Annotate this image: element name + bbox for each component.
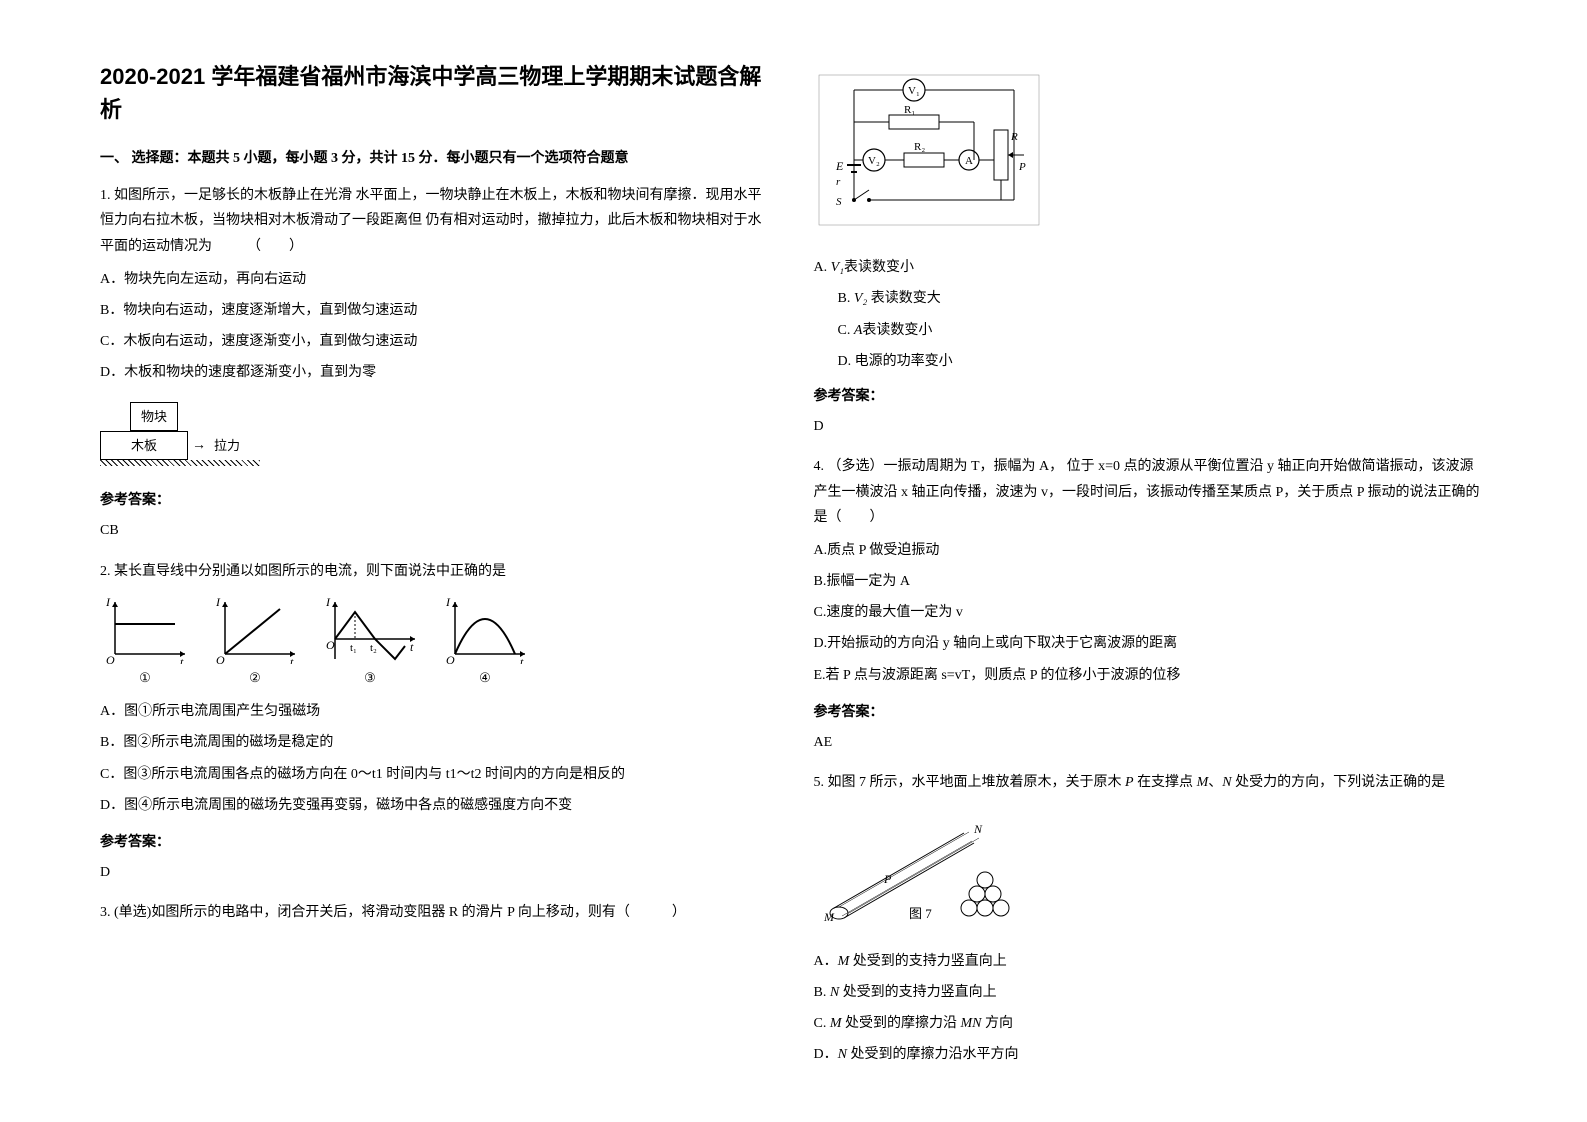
- question-2: 2. 某长直导线中分别通以如图所示的电流，则下面说法中正确的是 I t O ①: [100, 559, 774, 818]
- q2-option-c: C．图③所示电流周围各点的磁场方向在 0～t1 时间内与 t1～t2 时间内的方…: [100, 762, 774, 787]
- q2-chart-2-svg: I t O: [210, 594, 300, 664]
- q1-ground-hatch: [100, 460, 260, 466]
- question-5: 5. 如图 7 所示，水平地面上堆放着原木，关于原木 P 在支撑点 M、N 处受…: [814, 770, 1488, 1067]
- svg-text:M: M: [823, 910, 835, 923]
- q2-chart-4: I t O ④: [440, 594, 530, 689]
- q3-option-a: A. V₁表读数变小: [814, 255, 1488, 280]
- question-1: 1. 如图所示，一足够长的木板静止在光滑 水平面上，一物块静止在木板上，木板和物…: [100, 183, 774, 476]
- q2-chart-3-num: ③: [320, 666, 420, 689]
- svg-text:O: O: [106, 653, 115, 664]
- q1-answer: CB: [100, 518, 774, 543]
- svg-text:I: I: [325, 595, 331, 609]
- question-4: 4. （多选）一振动周期为 T，振幅为 A， 位于 x=0 点的波源从平衡位置沿…: [814, 454, 1488, 688]
- q3-answer-label: 参考答案：: [814, 384, 1488, 409]
- right-column: V₁ R₁ V₂ R₂ A R P E: [794, 60, 1508, 1062]
- q4-answer: AE: [814, 730, 1488, 755]
- q2-chart-2-num: ②: [210, 666, 300, 689]
- q1-option-c: C．木板向右运动，速度逐渐变小，直到做匀速运动: [100, 329, 774, 354]
- svg-text:图 7: 图 7: [909, 906, 932, 921]
- svg-text:t₁: t₁: [350, 642, 357, 654]
- section-1-header: 一、 选择题：本题共 5 小题，每小题 3 分，共计 15 分．每小题只有一个选…: [100, 146, 774, 171]
- q2-option-a: A．图①所示电流周围产生匀强磁场: [100, 699, 774, 724]
- svg-text:t: t: [180, 655, 184, 664]
- svg-text:t: t: [410, 640, 414, 654]
- q4-text: 4. （多选）一振动周期为 T，振幅为 A， 位于 x=0 点的波源从平衡位置沿…: [814, 454, 1488, 530]
- q1-option-b: B．物块向右运动，速度逐渐增大，直到做匀速运动: [100, 298, 774, 323]
- q2-chart-2: I t O ②: [210, 594, 300, 689]
- q1-answer-label: 参考答案：: [100, 488, 774, 513]
- q2-chart-1-num: ①: [100, 666, 190, 689]
- q1-option-a: A．物块先向左运动，再向右运动: [100, 267, 774, 292]
- q2-chart-3-svg: I t t₁ t₂ O: [320, 594, 420, 664]
- svg-text:t: t: [290, 655, 294, 664]
- q3-option-d: D. 电源的功率变小: [838, 349, 1488, 374]
- q1-figure: 物块 木板 → 拉力: [100, 402, 260, 467]
- q2-chart-3: I t t₁ t₂ O ③: [320, 594, 420, 689]
- q1-block-top: 物块: [130, 402, 178, 431]
- q5-option-b: B. N 处受到的支持力竖直向上: [814, 980, 1488, 1005]
- q2-chart-1-svg: I t O: [100, 594, 190, 664]
- svg-text:O: O: [216, 653, 225, 664]
- q5-option-d: D．N 处受到的摩擦力沿水平方向: [814, 1042, 1488, 1067]
- q1-text: 1. 如图所示，一足够长的木板静止在光滑 水平面上，一物块静止在木板上，木板和物…: [100, 183, 774, 259]
- svg-text:E: E: [835, 159, 844, 173]
- q5-text: 5. 如图 7 所示，水平地面上堆放着原木，关于原木 P 在支撑点 M、N 处受…: [814, 770, 1488, 795]
- q3-answer: D: [814, 414, 1488, 439]
- svg-text:I: I: [215, 595, 221, 609]
- q5-option-a: A．M 处受到的支持力竖直向上: [814, 949, 1488, 974]
- svg-text:t₂: t₂: [370, 642, 377, 654]
- q2-chart-4-svg: I t O: [440, 594, 530, 664]
- q4-option-e: E.若 P 点与波源距离 s=vT，则质点 P 的位移小于波源的位移: [814, 663, 1488, 688]
- question-3-text: 3. (单选)如图所示的电路中，闭合开关后，将滑动变阻器 R 的滑片 P 向上移…: [100, 900, 774, 925]
- svg-text:V₂: V₂: [868, 155, 880, 167]
- q2-text: 2. 某长直导线中分别通以如图所示的电流，则下面说法中正确的是: [100, 559, 774, 584]
- svg-text:I: I: [105, 595, 111, 609]
- q2-answer: D: [100, 860, 774, 885]
- q3-text: 3. (单选)如图所示的电路中，闭合开关后，将滑动变阻器 R 的滑片 P 向上移…: [100, 900, 774, 925]
- q3-option-c: C. A表读数变小: [838, 318, 1488, 343]
- q4-option-b: B.振幅一定为 A: [814, 569, 1488, 594]
- q1-option-d: D．木板和物块的速度都逐渐变小，直到为零: [100, 360, 774, 385]
- svg-text:P: P: [883, 872, 892, 886]
- q3-option-b: B. V₂ 表读数变大: [838, 286, 1488, 311]
- q4-answer-label: 参考答案：: [814, 700, 1488, 725]
- svg-text:I: I: [445, 595, 451, 609]
- svg-text:P: P: [1018, 161, 1026, 173]
- svg-text:A: A: [965, 155, 973, 167]
- svg-text:t: t: [520, 655, 524, 664]
- svg-text:V₁: V₁: [908, 85, 920, 97]
- svg-text:O: O: [326, 638, 335, 652]
- q4-option-d: D.开始振动的方向沿 y 轴向上或向下取决于它离波源的距离: [814, 631, 1488, 656]
- svg-text:S: S: [836, 196, 842, 208]
- svg-text:R₂: R₂: [914, 141, 925, 153]
- q4-option-c: C.速度的最大值一定为 v: [814, 600, 1488, 625]
- svg-text:N: N: [973, 822, 983, 836]
- svg-text:R₁: R₁: [904, 104, 915, 116]
- svg-text:O: O: [446, 653, 455, 664]
- q2-option-b: B．图②所示电流周围的磁场是稳定的: [100, 730, 774, 755]
- q1-force-label: 拉力: [214, 434, 240, 457]
- q2-chart-4-num: ④: [440, 666, 530, 689]
- left-column: 2020-2021 学年福建省福州市海滨中学高三物理上学期期末试题含解析 一、 …: [80, 60, 794, 1062]
- q2-answer-label: 参考答案：: [100, 830, 774, 855]
- q4-option-a: A.质点 P 做受迫振动: [814, 538, 1488, 563]
- svg-text:r: r: [836, 176, 841, 188]
- q1-block-bottom: 木板: [100, 431, 188, 460]
- q5-option-c: C. M 处受到的摩擦力沿 MN 方向: [814, 1011, 1488, 1036]
- q5-figure: P N M 图 7: [814, 813, 1014, 923]
- q2-option-d: D．图④所示电流周围的磁场先变强再变弱，磁场中各点的磁感强度方向不变: [100, 793, 774, 818]
- q2-chart-1: I t O ①: [100, 594, 190, 689]
- exam-title: 2020-2021 学年福建省福州市海滨中学高三物理上学期期末试题含解析: [100, 60, 774, 126]
- q3-circuit-figure: V₁ R₁ V₂ R₂ A R P E: [814, 70, 1044, 230]
- q2-charts: I t O ① I t O ②: [100, 594, 774, 689]
